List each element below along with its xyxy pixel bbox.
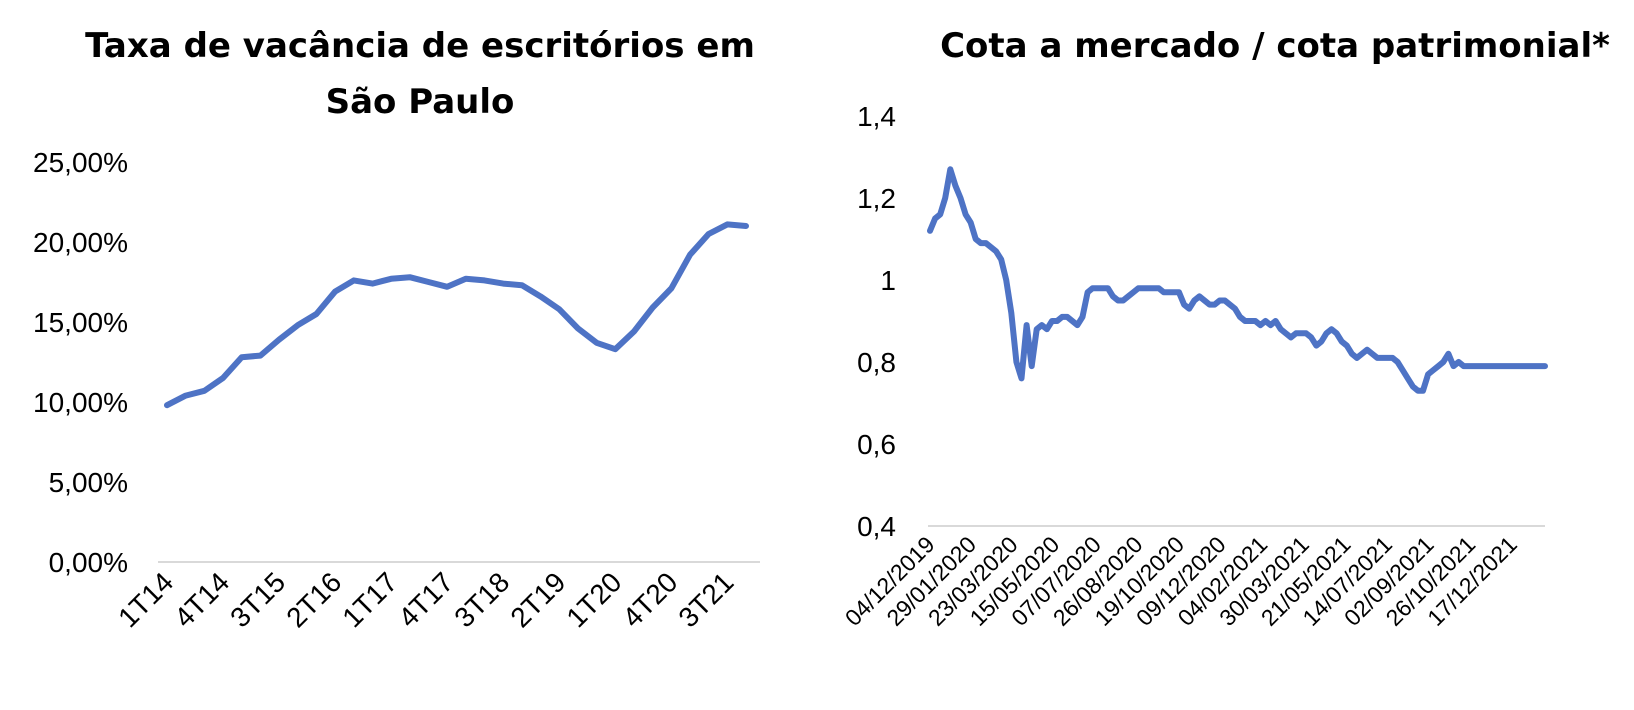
left-x-tick-label: 4T20 [616,566,683,633]
left-x-tick-label: 3T18 [448,566,515,633]
left-x-tick-label: 4T17 [392,566,459,633]
right-y-tick-label: 1,4 [857,101,896,132]
left-x-tick-label: 1T20 [560,566,627,633]
left-y-tick-label: 25,00% [33,147,128,178]
right-y-tick-label: 0,4 [857,511,896,542]
left-chart: 0,00%5,00%10,00%15,00%20,00%25,00%1T144T… [33,147,760,633]
right-chart-title: Cota a mercado / cota patrimonial* [940,26,1610,66]
left-chart-title-line2: São Paulo [325,82,515,122]
left-series-line [164,221,749,409]
left-x-tick-label: 3T15 [224,566,291,633]
right-chart: 0,40,60,811,21,404/12/201929/01/202023/0… [840,101,1548,631]
right-y-tick-label: 1,2 [857,183,896,214]
left-y-tick-label: 0,00% [49,547,128,578]
left-y-tick-label: 15,00% [33,307,128,338]
left-chart-title-line1: Taxa de vacância de escritórios em [85,26,755,66]
right-series-line [927,166,1548,394]
left-x-tick-label: 2T19 [504,566,571,633]
left-x-tick-label: 3T21 [673,566,740,633]
left-y-tick-label: 10,00% [33,387,128,418]
right-y-tick-label: 0,8 [857,347,896,378]
right-y-tick-label: 0,6 [857,429,896,460]
right-y-tick-label: 1 [880,265,896,296]
left-chart-title: Taxa de vacância de escritórios em São P… [60,18,780,130]
left-x-tick-label: 4T14 [168,566,235,633]
left-x-tick-label: 1T17 [336,566,403,633]
left-y-tick-label: 5,00% [49,467,128,498]
left-x-tick-label: 2T16 [280,566,347,633]
left-y-tick-label: 20,00% [33,227,128,258]
